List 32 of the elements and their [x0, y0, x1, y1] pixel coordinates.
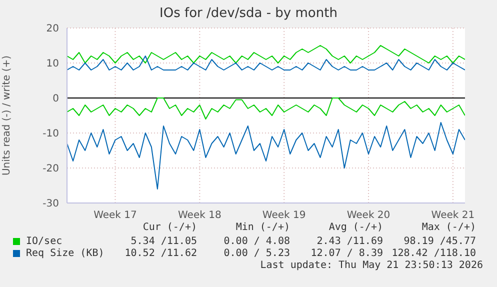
y-tick-label: 0	[52, 94, 59, 105]
text: 2.43 /11.69	[316, 236, 383, 247]
y-tick-label: -30	[42, 198, 59, 210]
line-series	[67, 122, 465, 190]
y-axis-title: Units read (-) / write (+)	[2, 55, 13, 176]
legend-label: IO/sec	[26, 236, 62, 247]
text: 98.19 /45.77	[404, 236, 476, 247]
x-tick-label: Week 19	[262, 210, 306, 222]
text: Avg (-/+)	[328, 222, 383, 233]
text: Last update: Thu May 21 23:50:13 2026	[260, 260, 483, 271]
line-series	[67, 45, 465, 64]
text: Cur (-/+)	[142, 222, 197, 233]
text: Min (-/+)	[236, 222, 290, 233]
x-tick-label: Week 17	[94, 210, 137, 222]
y-tick-label: -10	[42, 128, 59, 140]
x-tick-label: Week 18	[178, 210, 222, 222]
line-series	[67, 56, 465, 70]
text: 5.34 /11.05	[130, 236, 197, 247]
chart-title: IOs for /dev/sda - by month	[158, 6, 338, 21]
text: 0.00 / 4.08	[224, 236, 290, 247]
x-tick-label: Week 21	[431, 210, 475, 222]
text: 0.00 / 5.23	[224, 248, 290, 259]
y-tick-label: 10	[46, 58, 59, 70]
y-tick-label: -20	[42, 164, 59, 175]
y-tick-label: 20	[46, 24, 59, 35]
text: 128.42 /118.10	[392, 248, 476, 259]
line-series	[67, 98, 465, 120]
text: 10.52 /11.62	[124, 248, 197, 259]
legend-label: Req Size (KB)	[26, 248, 104, 259]
x-tick-label: Week 20	[346, 210, 390, 222]
text: Max (-/+)	[422, 222, 476, 233]
text: 12.07 / 8.39	[310, 248, 383, 259]
